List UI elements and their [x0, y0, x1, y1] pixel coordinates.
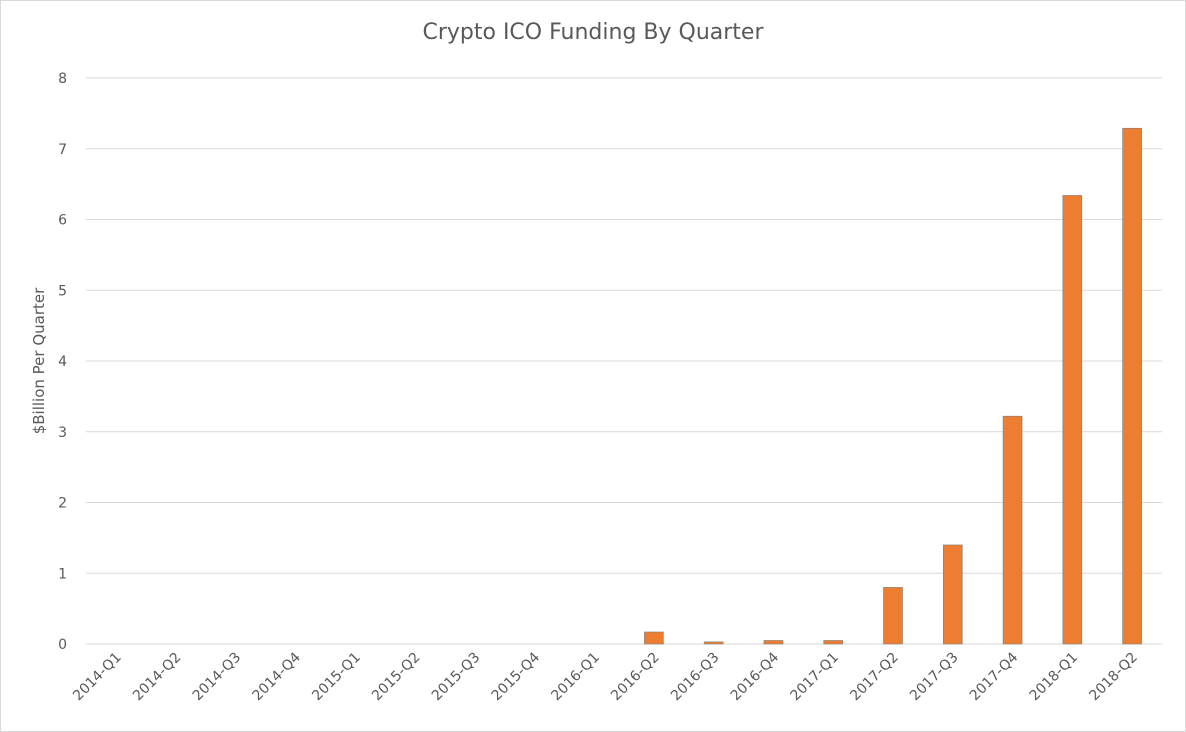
bar-2016-Q4	[763, 640, 784, 645]
y-axis-ticks: 0 1 2 3 4 5 6 7 8	[58, 71, 67, 653]
bar-2018-Q1	[1062, 195, 1083, 645]
x-tick-label: 2015-Q1	[309, 650, 364, 705]
x-tick-label: 2015-Q4	[489, 649, 544, 704]
x-tick-label: 2014-Q2	[130, 650, 185, 705]
x-tick-label: 2015-Q3	[429, 650, 484, 705]
x-tick-label: 2016-Q4	[728, 649, 783, 704]
bar-2016-Q2	[644, 631, 664, 645]
bar-2017-Q4	[1002, 415, 1023, 645]
x-tick-label: 2018-Q1	[1027, 650, 1082, 705]
y-tick-label: 6	[58, 213, 67, 229]
x-tick-label: 2015-Q2	[369, 650, 424, 705]
x-tick-label: 2014-Q4	[250, 649, 305, 704]
bar-2018-Q2	[1122, 127, 1142, 645]
y-tick-label: 2	[58, 496, 67, 512]
x-tick-label: 2017-Q4	[967, 649, 1022, 704]
y-axis-title: $Billion Per Quarter	[30, 287, 48, 434]
x-tick-label: 2014-Q3	[190, 650, 245, 705]
x-tick-label: 2017-Q3	[907, 650, 962, 705]
x-axis-ticks: 2014-Q1 2014-Q2 2014-Q3 2014-Q4 2015-Q1 2015-…	[70, 649, 1141, 704]
bar-2017-Q3	[942, 544, 963, 645]
y-tick-label: 5	[58, 283, 67, 299]
x-tick-label: 2016-Q2	[608, 650, 663, 705]
y-tick-label: 8	[58, 71, 67, 87]
bar-2016-Q3	[703, 641, 724, 645]
chart-title: Crypto ICO Funding By Quarter	[422, 20, 764, 45]
bars	[644, 127, 1142, 645]
x-tick-label: 2014-Q1	[70, 650, 125, 705]
y-tick-label: 3	[58, 425, 67, 441]
x-tick-label: 2017-Q2	[847, 650, 902, 705]
x-tick-label: 2018-Q2	[1086, 650, 1141, 705]
x-tick-label: 2017-Q1	[788, 650, 843, 705]
y-tick-label: 4	[58, 354, 67, 370]
bar-2017-Q1	[823, 640, 844, 645]
x-tick-label: 2016-Q1	[548, 650, 603, 705]
x-tick-label: 2016-Q3	[668, 650, 723, 705]
y-tick-label: 0	[58, 637, 67, 653]
y-tick-label: 7	[58, 142, 67, 158]
y-tick-label: 1	[58, 566, 67, 582]
bar-2017-Q2	[883, 587, 903, 645]
gridlines	[86, 77, 1162, 645]
